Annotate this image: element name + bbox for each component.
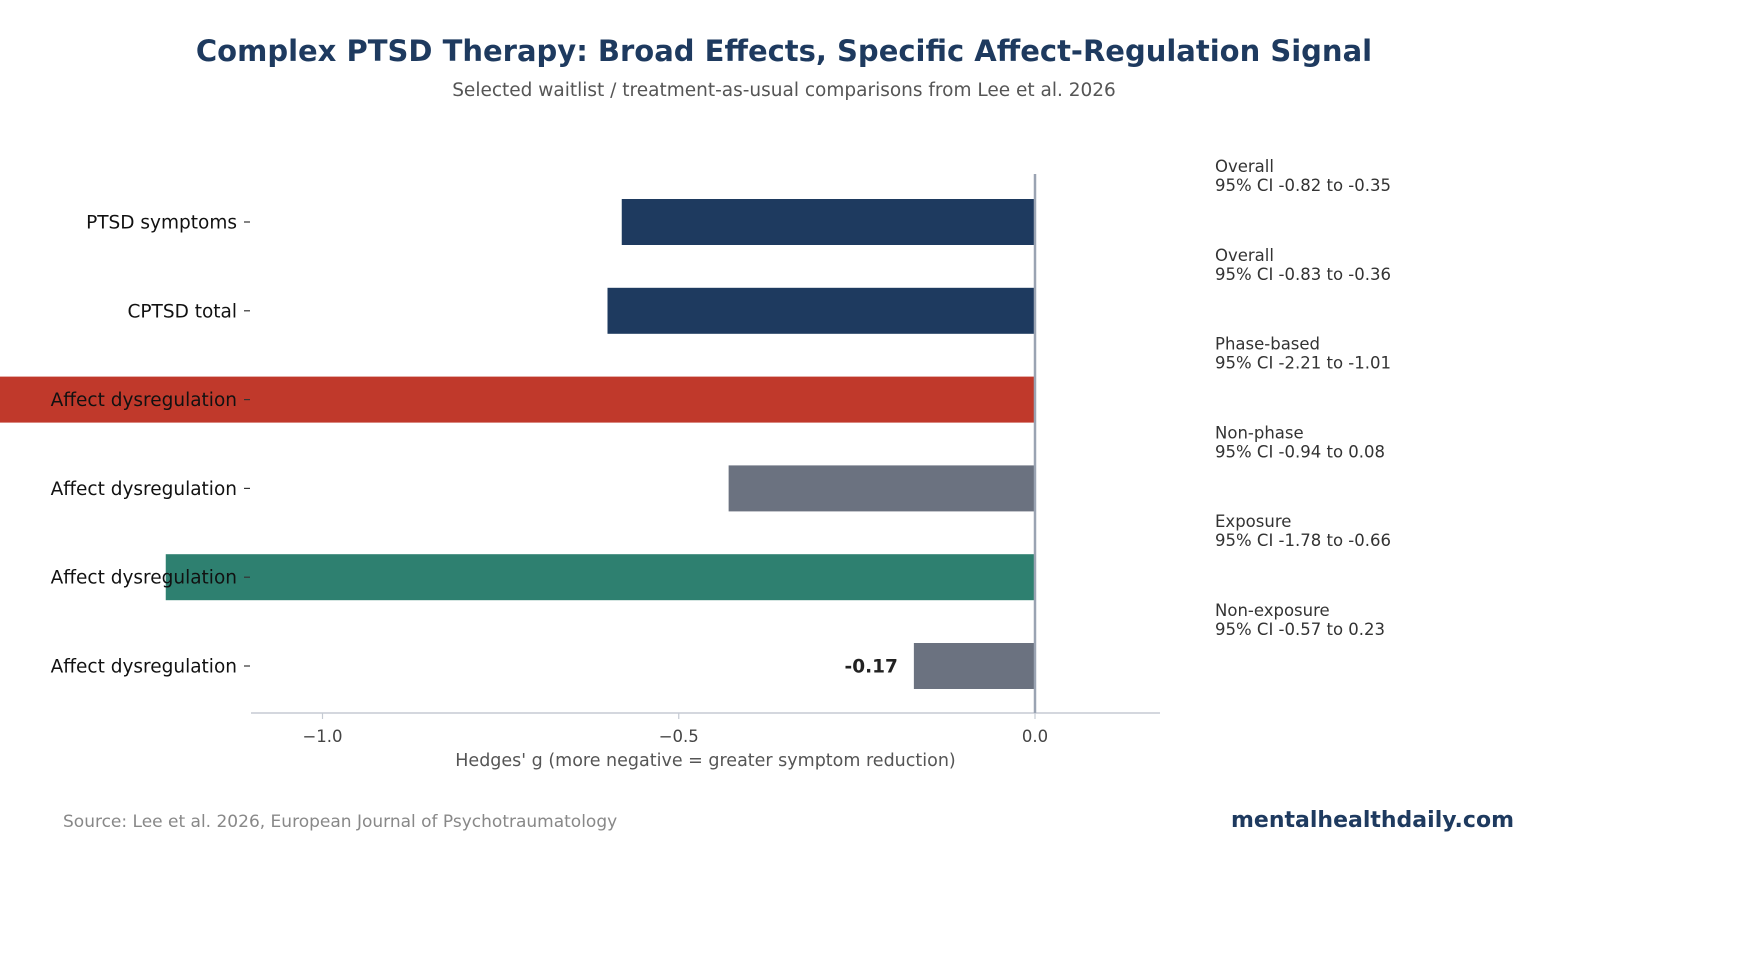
y-tick-label: Affect dysregulation [51,568,237,589]
annotation-ci: 95% CI -0.82 to -0.35 [1215,176,1391,195]
annotation-ci: 95% CI -0.94 to 0.08 [1215,442,1385,461]
chart-subtitle: Selected waitlist / treatment-as-usual c… [452,80,1116,101]
annotation-group: Exposure [1215,512,1291,531]
x-tick-label: −1.0 [302,727,342,746]
x-tick-label: 0.0 [1022,727,1048,746]
bar [621,199,1035,245]
bar [728,465,1035,512]
annotation-ci: 95% CI -0.83 to -0.36 [1215,265,1391,284]
x-tick-label: −0.5 [659,727,699,746]
x-axis-label: Hedges' g (more negative = greater sympt… [455,751,955,771]
y-tick-label: Affect dysregulation [51,479,237,500]
chart-title: Complex PTSD Therapy: Broad Effects, Spe… [195,34,1373,68]
y-tick-label: CPTSD total [127,301,237,322]
bar [165,554,1035,601]
data-label: -0.17 [845,657,898,678]
y-tick-label: PTSD symptoms [86,213,237,234]
bar [0,376,1035,423]
source-note: Source: Lee et al. 2026, European Journa… [63,812,618,832]
annotation-group: Overall [1215,157,1274,176]
bar [913,643,1035,689]
annotation-ci: 95% CI -1.78 to -0.66 [1215,531,1391,550]
annotation-group: Non-exposure [1215,601,1330,620]
annotation-ci: 95% CI -2.21 to -1.01 [1215,354,1391,373]
annotation-group: Overall [1215,246,1274,265]
annotation-group: Phase-based [1215,335,1320,354]
annotation-ci: 95% CI -0.57 to 0.23 [1215,620,1385,639]
y-tick-label: Affect dysregulation [51,657,237,678]
brand-logo-text: mentalhealthdaily.com [1231,808,1514,833]
bar [607,287,1035,334]
y-tick-label: Affect dysregulation [51,390,237,411]
annotation-group: Non-phase [1215,423,1304,442]
